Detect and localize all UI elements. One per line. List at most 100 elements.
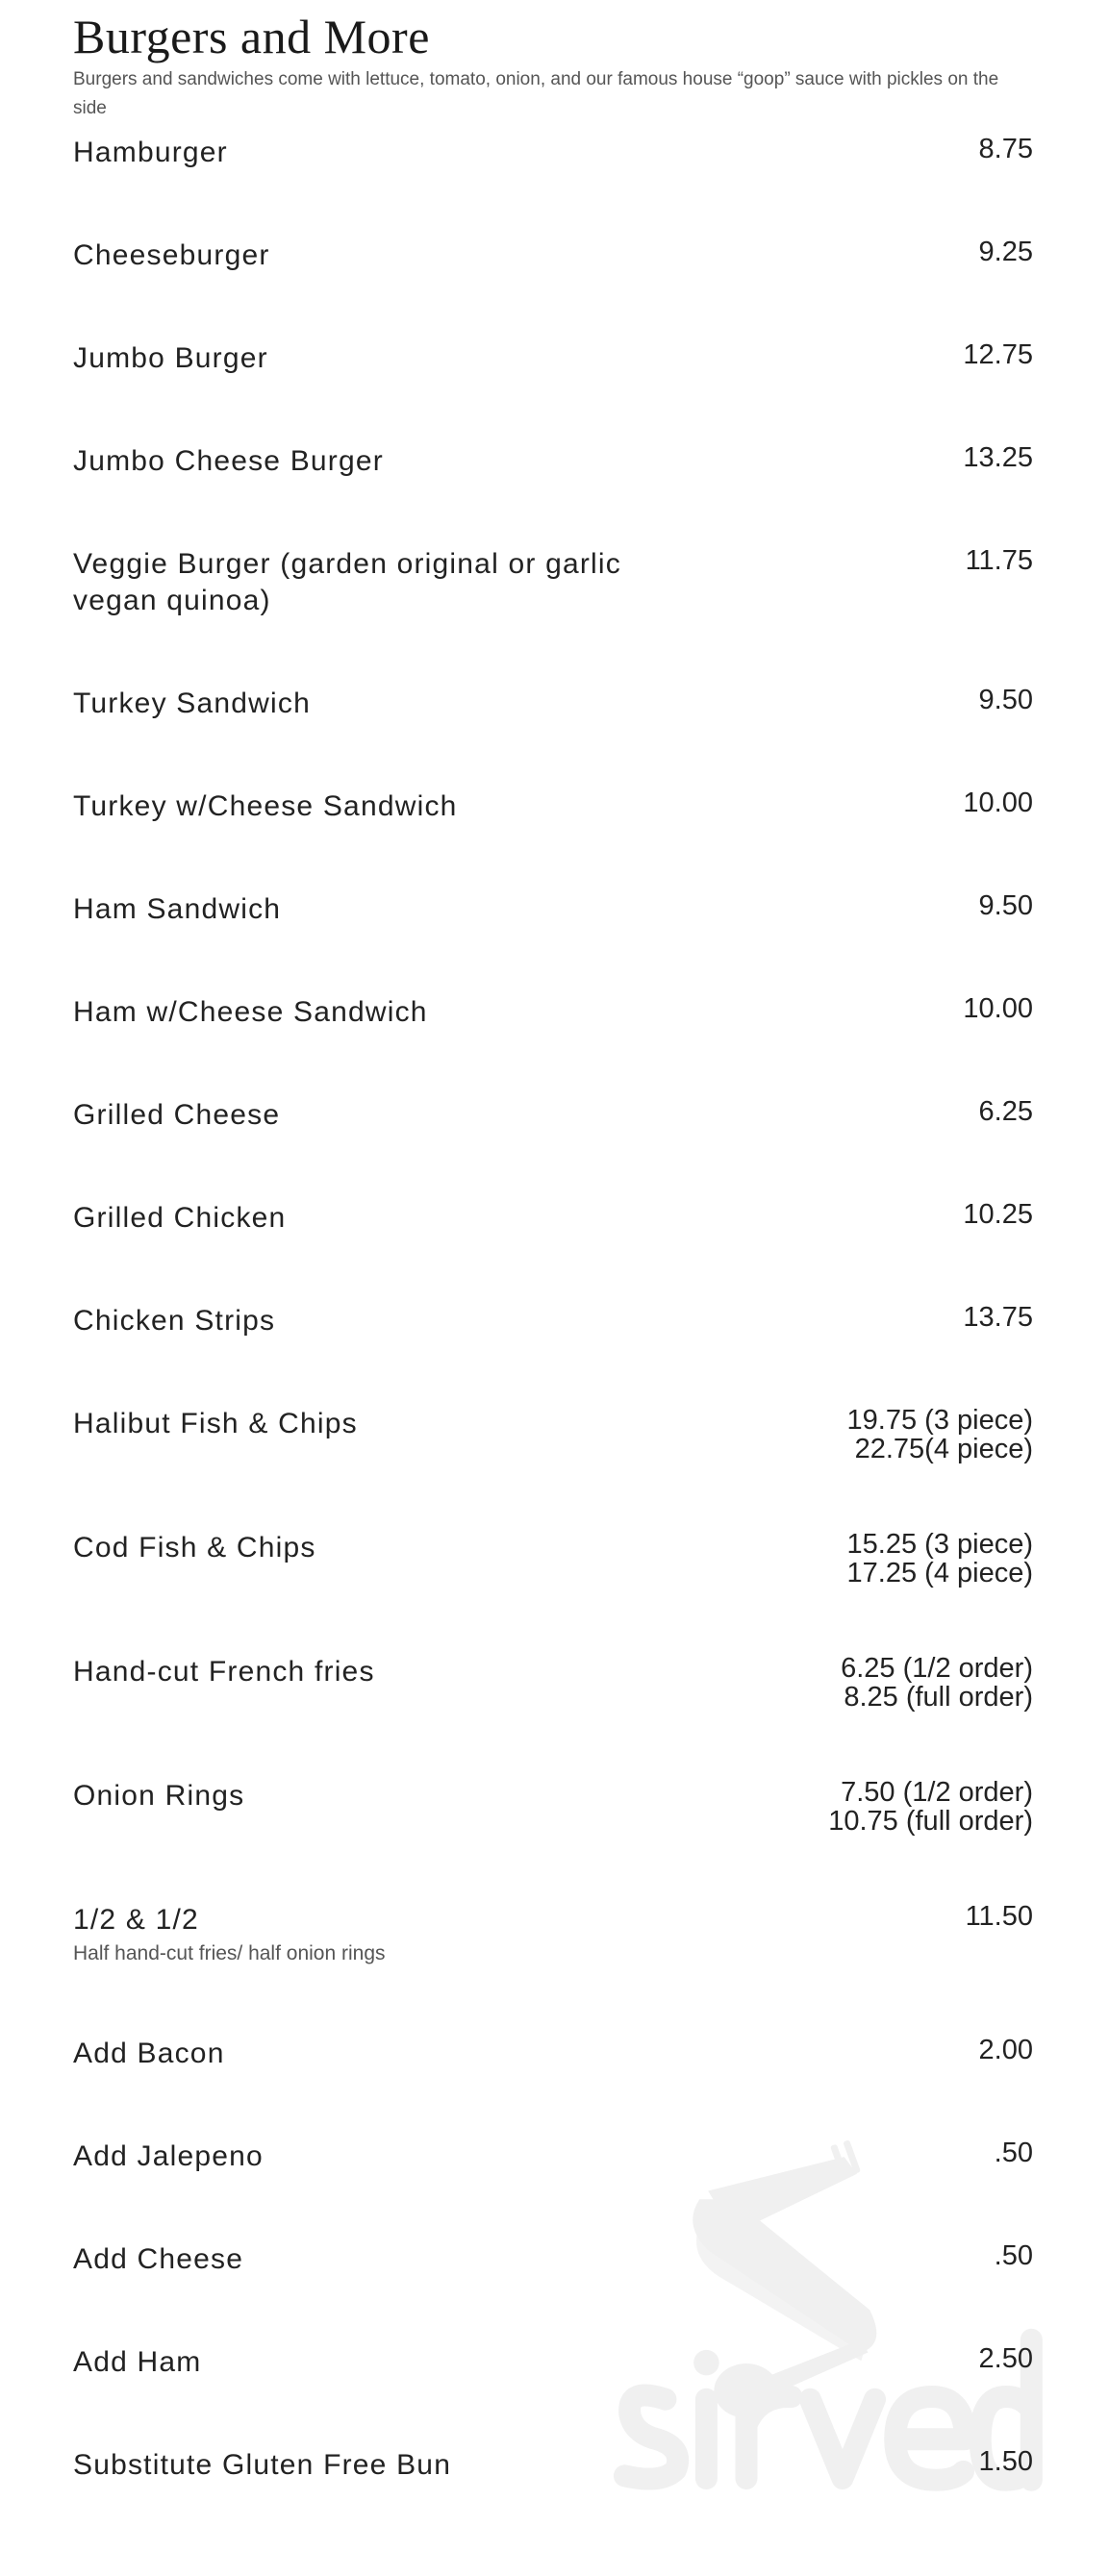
price-line: 13.25 xyxy=(963,442,1033,473)
menu-item-name: Substitute Gluten Free Bun xyxy=(73,2449,452,2481)
price-line: 1.50 xyxy=(978,2446,1033,2477)
menu-item-price: 10.00 xyxy=(963,994,1033,1023)
menu-item-info: Add Ham xyxy=(73,2344,201,2381)
menu-item-price: 6.25 (1/2 order) 8.25 (full order) xyxy=(841,1654,1033,1712)
menu-item: Hamburger 8.75 xyxy=(73,135,1033,171)
menu-item-name: Veggie Burger (garden original or garlic… xyxy=(73,548,621,616)
price-line: 9.50 xyxy=(978,890,1033,921)
sirved-watermark xyxy=(613,2139,1043,2491)
menu-item: Ham Sandwich 9.50 xyxy=(73,891,1033,928)
price-line: .50 xyxy=(994,2240,1033,2271)
menu-item: Chicken Strips 13.75 xyxy=(73,1303,1033,1339)
menu-item-price: 1.50 xyxy=(979,2447,1033,2476)
menu-item: Ham w/Cheese Sandwich 10.00 xyxy=(73,994,1033,1031)
menu-item-name: Ham Sandwich xyxy=(73,893,282,925)
menu-item-price: 9.50 xyxy=(979,891,1033,920)
menu-item-info: Ham Sandwich xyxy=(73,891,281,928)
menu-item-name: Jumbo Cheese Burger xyxy=(73,445,384,477)
price-line: 22.75(4 piece) xyxy=(854,1434,1033,1464)
menu-item-info: Hand-cut French fries xyxy=(73,1654,375,1690)
price-line: 11.75 xyxy=(965,545,1033,576)
menu-item: 1/2 & 1/2 Half hand-cut fries/ half onion… xyxy=(73,1902,1033,1969)
menu-item-info: Jumbo Burger xyxy=(73,340,268,377)
menu-item-name: Turkey Sandwich xyxy=(73,688,311,719)
price-line: .50 xyxy=(994,2138,1033,2168)
menu-section: Burgers and More Burgers and sandwiches … xyxy=(73,0,1033,2550)
menu-item-info: Ham w/Cheese Sandwich xyxy=(73,994,428,1031)
menu-item: Substitute Gluten Free Bun 1.50 xyxy=(73,2447,1033,2484)
price-line: 10.00 xyxy=(963,788,1033,818)
menu-item-price: 10.25 xyxy=(963,1200,1033,1229)
menu-item: Turkey Sandwich 9.50 xyxy=(73,686,1033,722)
menu-item: Halibut Fish & Chips 19.75 (3 piece) 22.75… xyxy=(73,1406,1033,1463)
menu-item: Grilled Cheese 6.25 xyxy=(73,1097,1033,1134)
menu-item-price: 13.25 xyxy=(963,443,1033,472)
menu-item-name: Turkey w/Cheese Sandwich xyxy=(73,790,458,822)
price-line: 10.75 (full order) xyxy=(828,1806,1033,1837)
menu-item-price: 2.50 xyxy=(979,2344,1033,2373)
menu-item-price: 15.25 (3 piece) 17.25 (4 piece) xyxy=(847,1530,1033,1588)
watermark-lettering xyxy=(613,2328,1043,2491)
menu-item: Add Cheese .50 xyxy=(73,2241,1033,2278)
menu-item: Veggie Burger (garden original or garlic… xyxy=(73,546,1033,619)
price-line: 12.75 xyxy=(963,339,1033,370)
menu-item-info: Add Cheese xyxy=(73,2241,243,2278)
price-line: 6.25 (1/2 order) xyxy=(841,1653,1033,1684)
menu-item-name: Add Cheese xyxy=(73,2243,244,2275)
menu-item-name: Onion Rings xyxy=(73,1780,245,1812)
price-line: 9.25 xyxy=(978,237,1033,267)
menu-items: Hamburger 8.75 Cheeseburger 9.25 Jumbo Burge… xyxy=(73,135,1033,2484)
menu-item-name: Hand-cut French fries xyxy=(73,1656,375,1688)
menu-item: Jumbo Burger 12.75 xyxy=(73,340,1033,377)
menu-item-name: Add Ham xyxy=(73,2346,202,2378)
price-line: 11.50 xyxy=(965,1901,1033,1932)
menu-item-name: 1/2 & 1/2 xyxy=(73,1904,199,1936)
menu-item-price: 19.75 (3 piece) 22.75(4 piece) xyxy=(847,1406,1033,1463)
menu-item-name: Add Jalepeno xyxy=(73,2140,264,2172)
menu-item-info: Onion Rings xyxy=(73,1778,244,1814)
menu-item-name: Cheeseburger xyxy=(73,239,270,271)
menu-item: Jumbo Cheese Burger 13.25 xyxy=(73,443,1033,480)
price-line: 17.25 (4 piece) xyxy=(846,1558,1033,1588)
menu-item: Add Jalepeno .50 xyxy=(73,2138,1033,2175)
price-line: 2.50 xyxy=(978,2343,1033,2374)
menu-item: Add Bacon 2.00 xyxy=(73,2036,1033,2072)
menu-item-info: Halibut Fish & Chips xyxy=(73,1406,358,1442)
menu-item-name: Chicken Strips xyxy=(73,1305,276,1337)
menu-item-name: Cod Fish & Chips xyxy=(73,1532,316,1563)
menu-item-price: 6.25 xyxy=(979,1097,1033,1126)
menu-item-info: Veggie Burger (garden original or garlic… xyxy=(73,546,689,619)
menu-item: Cheeseburger 9.25 xyxy=(73,238,1033,274)
section-subtitle: Burgers and sandwiches come with lettuce… xyxy=(73,69,999,118)
watermark-i-dot xyxy=(693,2349,719,2376)
menu-item-name: Jumbo Burger xyxy=(73,342,268,374)
menu-item: Turkey w/Cheese Sandwich 10.00 xyxy=(73,788,1033,825)
menu-item-price: 11.50 xyxy=(966,1902,1033,1931)
price-line: 13.75 xyxy=(963,1302,1033,1333)
menu-item-info: Grilled Chicken xyxy=(73,1200,286,1237)
menu-item-info: Chicken Strips xyxy=(73,1303,275,1339)
menu-item: Cod Fish & Chips 15.25 (3 piece) 17.25 (4 … xyxy=(73,1530,1033,1588)
menu-item-name: Grilled Cheese xyxy=(73,1099,281,1131)
menu-item-info: Jumbo Cheese Burger xyxy=(73,443,384,480)
menu-item-price: 11.75 xyxy=(966,546,1033,575)
menu-item-info: Cheeseburger xyxy=(73,238,270,274)
menu-item-price: 8.75 xyxy=(979,135,1033,163)
price-line: 2.00 xyxy=(978,2035,1033,2065)
price-line: 8.25 (full order) xyxy=(844,1682,1033,1713)
price-line: 15.25 (3 piece) xyxy=(846,1529,1033,1560)
price-line: 10.25 xyxy=(963,1199,1033,1230)
menu-item-price: 10.00 xyxy=(963,788,1033,817)
price-line: 7.50 (1/2 order) xyxy=(841,1777,1033,1808)
menu-item: Grilled Chicken 10.25 xyxy=(73,1200,1033,1237)
price-line: 10.00 xyxy=(963,993,1033,1024)
menu-item-info: Cod Fish & Chips xyxy=(73,1530,316,1566)
menu-item-info: Grilled Cheese xyxy=(73,1097,280,1134)
menu-item-price: .50 xyxy=(995,2138,1033,2167)
menu-item-info: Substitute Gluten Free Bun xyxy=(73,2447,451,2484)
menu-item-price: .50 xyxy=(995,2241,1033,2270)
price-line: 6.25 xyxy=(978,1096,1033,1127)
price-line: 19.75 (3 piece) xyxy=(846,1405,1033,1436)
section-title: Burgers and More xyxy=(73,10,430,63)
menu-item-name: Ham w/Cheese Sandwich xyxy=(73,996,428,1028)
